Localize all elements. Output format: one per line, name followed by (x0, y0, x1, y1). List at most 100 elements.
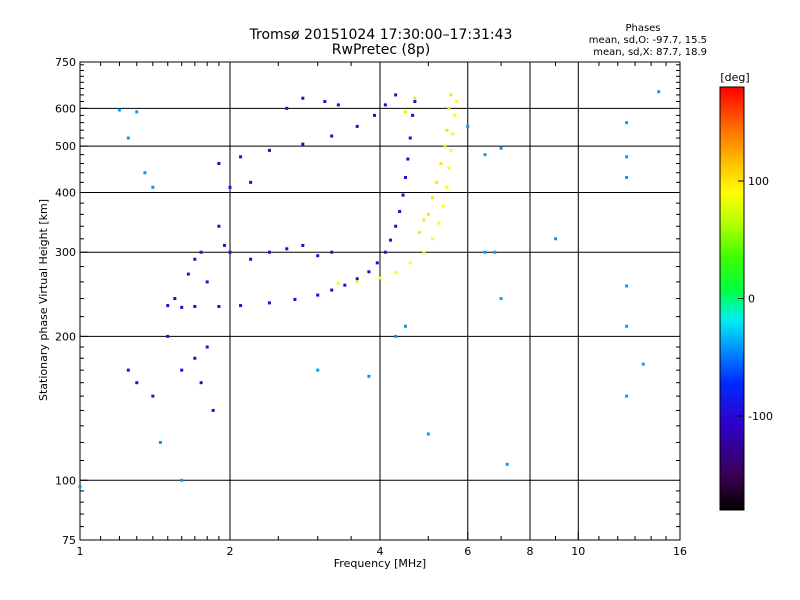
y-tick-label: 500 (55, 140, 76, 153)
data-point (406, 157, 410, 161)
data-point (301, 243, 305, 247)
data-point (180, 368, 184, 372)
data-point (180, 305, 184, 309)
data-point (373, 113, 377, 117)
data-point (126, 368, 130, 372)
data-point (239, 155, 243, 159)
data-point (336, 103, 340, 107)
x-tick-label: 16 (673, 545, 687, 558)
data-point (449, 148, 453, 152)
data-point (267, 148, 271, 152)
y-tick-label: 100 (55, 474, 76, 487)
data-point (205, 345, 209, 349)
data-point (186, 272, 190, 276)
x-axis-label: Frequency [MHz] (334, 557, 426, 570)
title-group: Tromsø 20151024 17:30:00–17:31:43 RwPret… (249, 27, 513, 58)
data-point (625, 175, 629, 179)
data-point (117, 108, 121, 112)
data-point (411, 113, 415, 117)
phase-info-block: Phases mean, sd,O: -97.7, 15.5 mean, sd,… (589, 23, 707, 58)
minor-ticks (80, 62, 680, 540)
data-point (355, 280, 359, 284)
data-point (151, 394, 155, 398)
data-points (78, 90, 661, 489)
data-point (285, 247, 289, 251)
data-point (453, 113, 457, 117)
data-point (228, 250, 232, 254)
data-point (301, 96, 305, 100)
grid-lines (80, 62, 680, 540)
x-tick-label: 6 (464, 545, 471, 558)
data-point (343, 283, 347, 287)
data-point (625, 155, 629, 159)
colorbar-label: [deg] (720, 71, 749, 84)
data-point (375, 261, 379, 265)
data-point (499, 146, 503, 150)
data-point (383, 103, 387, 107)
data-point (394, 271, 398, 275)
data-point (330, 134, 334, 138)
data-point (249, 180, 253, 184)
data-point (443, 144, 447, 148)
x-tick-labels: 1 2 4 6 8 10 16 (77, 532, 687, 558)
data-point (408, 136, 412, 140)
data-point (389, 238, 393, 242)
data-point (158, 440, 162, 444)
data-point (403, 175, 407, 179)
colorbar-tick-label: 0 (748, 293, 755, 306)
data-point (449, 93, 453, 97)
y-tick-label: 400 (55, 186, 76, 199)
data-point (383, 250, 387, 254)
data-point (417, 230, 421, 234)
x-tick-label: 8 (527, 545, 534, 558)
colorbar-ticks: 100 0 -100 (738, 175, 773, 423)
data-point (193, 356, 197, 360)
data-point (426, 432, 430, 436)
data-point (403, 324, 407, 328)
data-point (625, 121, 629, 125)
data-point (437, 221, 441, 225)
data-point (367, 270, 371, 274)
data-point (193, 304, 197, 308)
data-point (173, 297, 177, 301)
data-point (422, 218, 426, 222)
data-point (505, 462, 509, 466)
data-point (483, 250, 487, 254)
data-point (451, 132, 455, 136)
data-point (378, 276, 382, 280)
x-tick-label: 1 (77, 545, 84, 558)
y-tick-label: 750 (55, 56, 76, 69)
data-point (431, 237, 435, 241)
data-point (135, 110, 139, 114)
data-point (78, 485, 82, 489)
data-point (426, 212, 430, 216)
phase-info-heading: Phases (625, 23, 660, 34)
data-point (217, 224, 221, 228)
data-point (408, 261, 412, 265)
data-point (143, 171, 147, 175)
data-point (166, 304, 170, 308)
data-point (301, 142, 305, 146)
data-point (355, 124, 359, 128)
data-point (641, 362, 645, 366)
data-point (228, 185, 232, 189)
data-point (553, 237, 557, 241)
data-point (316, 254, 320, 258)
data-point (445, 128, 449, 132)
data-point (166, 334, 170, 338)
colorbar-tick-label: 100 (748, 175, 769, 188)
x-tick-label: 10 (571, 545, 585, 558)
chart-subtitle: RwPretec (8p) (332, 42, 430, 58)
phase-info-x-mode: mean, sd,X: 87.7, 18.9 (593, 47, 707, 58)
data-point (394, 334, 398, 338)
data-point (625, 324, 629, 328)
data-point (625, 394, 629, 398)
data-point (466, 124, 470, 128)
data-point (211, 408, 215, 412)
data-point (199, 250, 203, 254)
data-point (422, 250, 426, 254)
data-point (217, 161, 221, 165)
data-point (285, 106, 289, 110)
data-point (267, 301, 271, 305)
